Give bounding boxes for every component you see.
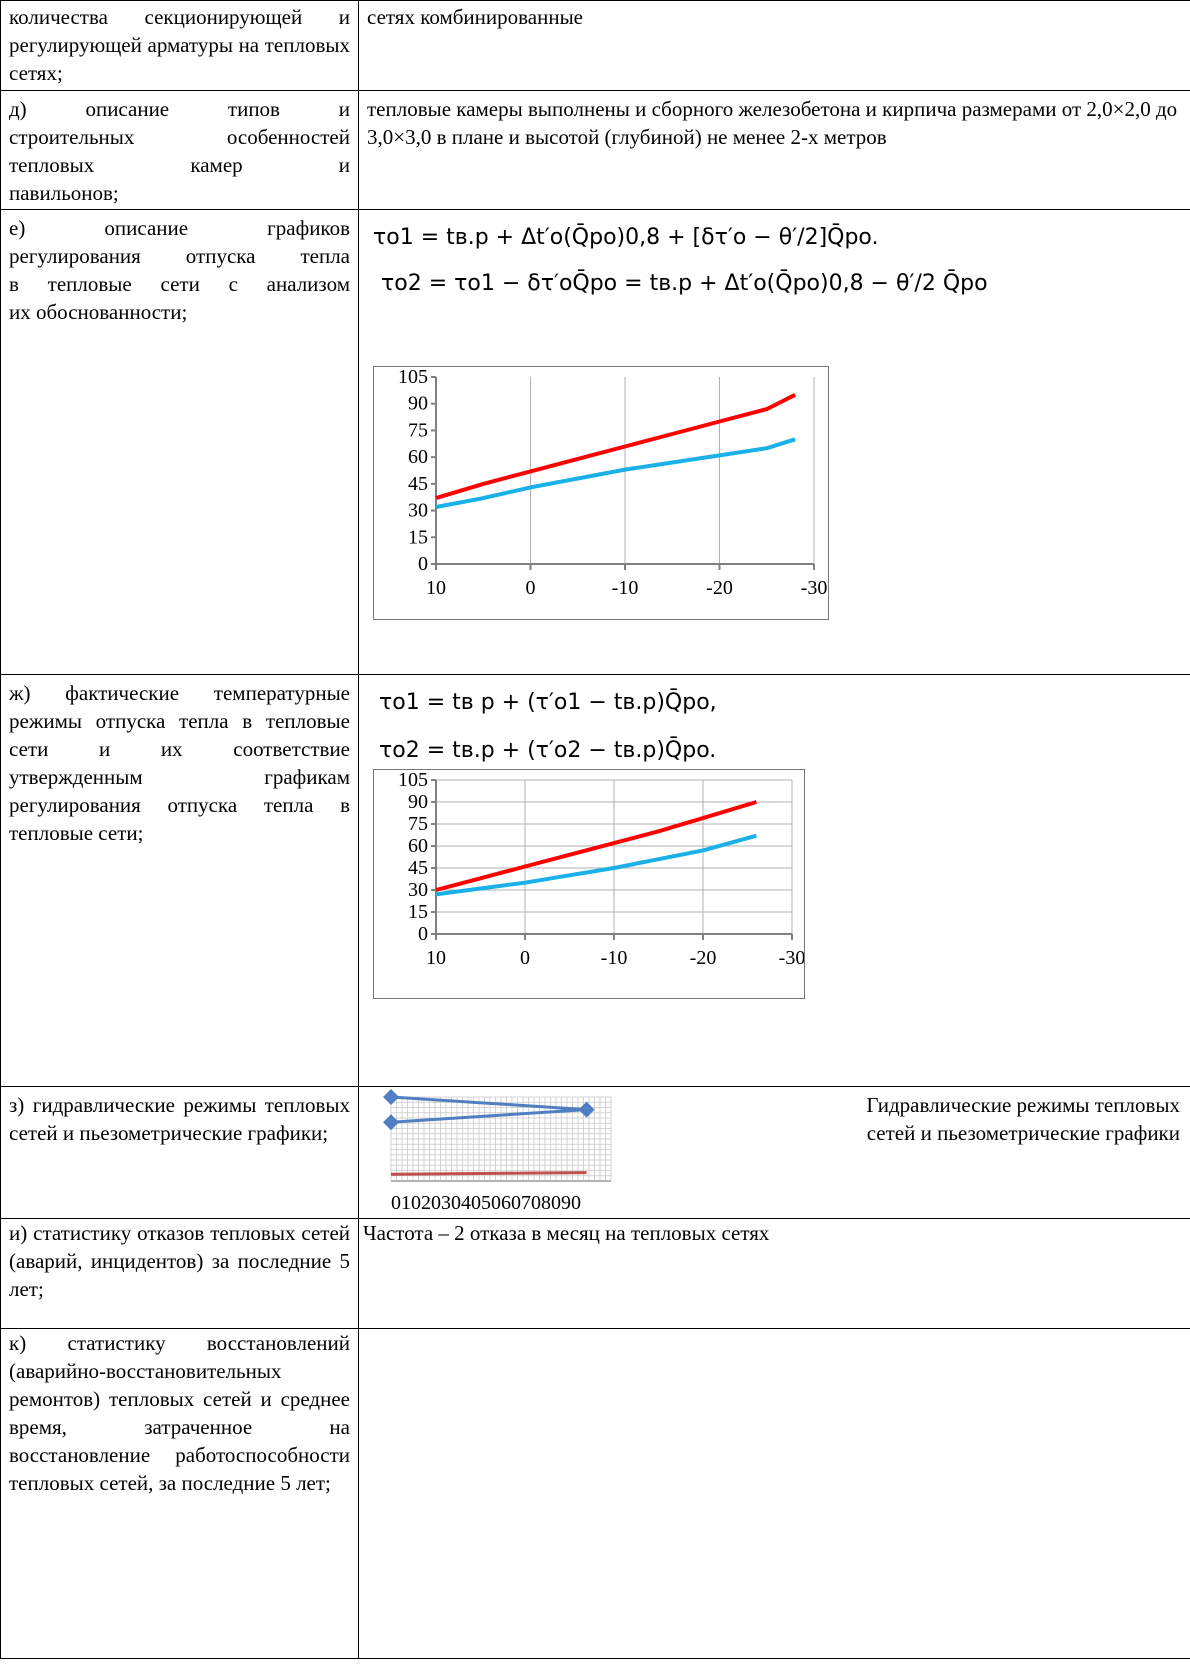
left-cell: е) описание графиков регулирования отпус… <box>0 209 359 675</box>
table-row: к) статистику восстановлений (аварийно-в… <box>0 1328 1190 1659</box>
right-cell: тепловые камеры выполнены и сборного жел… <box>358 90 1190 210</box>
table-row: ж) фактические температурные режимы отпу… <box>0 674 1190 1087</box>
piezometric-line-low <box>390 1171 587 1176</box>
y-tick-label: 45 <box>408 473 428 495</box>
diamond-marker <box>578 1101 595 1118</box>
x-tick-label: -30 <box>779 947 804 969</box>
table-row: з) гидравлические режимы тепловых сетей … <box>0 1086 1190 1219</box>
left-cell: количества секционирующей и регулирующей… <box>0 0 359 91</box>
x-tick-label: 0 <box>526 577 536 599</box>
right-cell: сетях комбинированные <box>358 0 1190 91</box>
table-row: е) описание графиков регулирования отпус… <box>0 209 1190 675</box>
text-line: тепловых камер и <box>9 153 350 177</box>
text-line: строительных особенностей <box>9 125 350 149</box>
y-tick-label: 60 <box>408 446 428 468</box>
x-tick-labels: 0102030405060708090 <box>391 1192 581 1214</box>
left-cell: ж) фактические температурные режимы отпу… <box>0 674 359 1087</box>
table-row: количества секционирующей и регулирующей… <box>0 0 1190 91</box>
y-tick-label: 60 <box>408 835 428 857</box>
diamond-marker <box>383 1089 399 1105</box>
formula-tau-o1: τo1 = tв.р + Δt′o(Q̄po)0,8 + [δτ′o − θ′/… <box>373 225 879 250</box>
diamond-marker <box>383 1114 399 1131</box>
x-tick-label: -10 <box>612 577 639 599</box>
supply-temperature-line <box>435 393 797 501</box>
x-tick-label: -30 <box>801 577 828 599</box>
y-tick-label: 105 <box>398 367 428 388</box>
text-line: в тепловые сети с анализом <box>9 272 350 296</box>
text-line: регулирования отпуска тепла <box>9 244 350 268</box>
caption-line: сетей и пьезометрические графики <box>866 1121 1180 1145</box>
caption-line: Гидравлические режимы тепловых <box>866 1093 1180 1117</box>
piezometric-chart-svg: 0102030405060708090 <box>383 1089 612 1214</box>
table-row: д) описание типов и строительных особенн… <box>0 90 1190 210</box>
left-cell: к) статистику восстановлений (аварийно-в… <box>0 1328 359 1659</box>
y-tick-label: 75 <box>408 813 428 835</box>
text-line: их обоснованности; <box>9 300 188 324</box>
y-tick-label: 90 <box>408 393 428 415</box>
y-tick-label: 15 <box>408 526 428 548</box>
left-cell: д) описание типов и строительных особенн… <box>0 90 359 210</box>
left-cell: и) статистику отказов тепловых сетей (ав… <box>0 1218 359 1329</box>
y-tick-label: 75 <box>408 419 428 441</box>
text-line: павильонов; <box>9 181 119 205</box>
right-cell: Гидравлические режимы тепловых сетей и п… <box>358 1086 1190 1219</box>
actual-temperature-chart: 105 90 75 60 45 30 15 0 10 0 -10 -20 -30 <box>373 769 805 999</box>
return-temperature-line <box>435 437 796 509</box>
right-cell: Частота – 2 отказа в месяц на тепловых с… <box>358 1218 1190 1329</box>
y-tick-label: 30 <box>408 879 428 901</box>
right-cell-empty <box>358 1328 1190 1659</box>
x-tick-label: 10 <box>426 577 446 599</box>
right-cell: τo1 = tв.р + Δt′o(Q̄po)0,8 + [δτ′o − θ′/… <box>358 209 1190 675</box>
formula-tau-o2: τo2 = τo1 − δτ′oQ̄po = tв.р + Δt′o(Q̄po)… <box>381 271 988 296</box>
return-temperature-line <box>435 833 757 897</box>
right-cell: τo1 = tв р + (τ′o1 − tв.р)Q̄po, τo2 = tв… <box>358 674 1190 1087</box>
y-tick-label: 45 <box>408 857 428 879</box>
y-tick-label: 15 <box>408 901 428 923</box>
temperature-chart: 105 90 75 60 45 30 15 0 10 0 -10 -20 -30 <box>373 366 829 620</box>
x-tick-label: -10 <box>601 947 628 969</box>
supply-temperature-line <box>435 800 757 892</box>
y-tick-label: 0 <box>418 553 428 575</box>
y-tick-label: 30 <box>408 500 428 522</box>
formula-tau-o1-actual: τo1 = tв р + (τ′o1 − tв.р)Q̄po, <box>379 690 717 715</box>
left-cell: з) гидравлические режимы тепловых сетей … <box>0 1086 359 1219</box>
y-tick-label: 0 <box>418 923 428 945</box>
x-tick-label: 10 <box>426 947 446 969</box>
table-row: и) статистику отказов тепловых сетей (ав… <box>0 1218 1190 1329</box>
y-tick-label: 105 <box>398 770 428 791</box>
x-tick-label: -20 <box>706 577 733 599</box>
text-line: е) описание графиков <box>9 216 350 240</box>
y-tick-label: 90 <box>408 791 428 813</box>
x-tick-label: 0 <box>520 947 530 969</box>
piezometric-line-high <box>390 1095 587 1124</box>
x-tick-label: -20 <box>690 947 717 969</box>
text-line: д) описание типов и <box>9 97 350 121</box>
chart-caption: Гидравлические режимы тепловых сетей и п… <box>866 1091 1180 1147</box>
formula-tau-o2-actual: τo2 = tв.р + (τ′o2 − tв.р)Q̄po. <box>379 738 717 763</box>
